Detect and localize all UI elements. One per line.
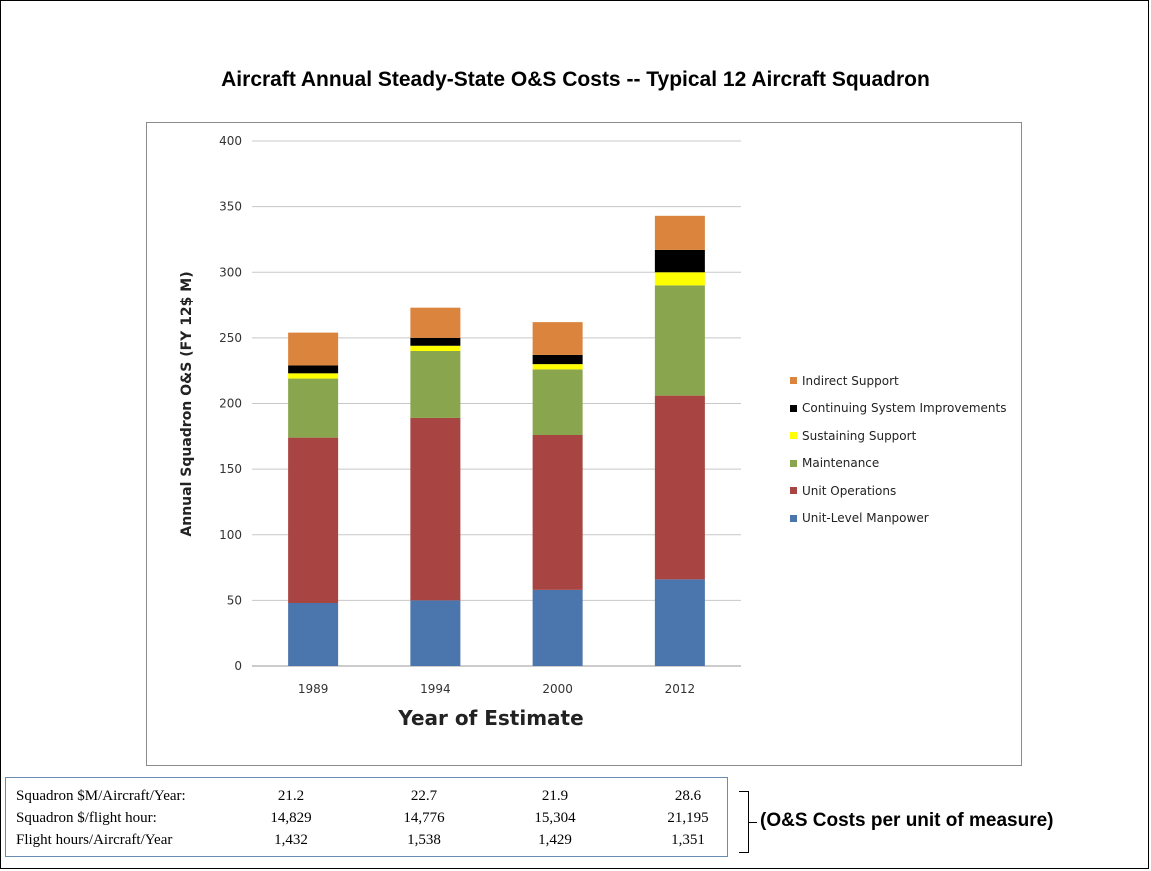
bar-segment [532,589,583,666]
legend-item: Maintenance [790,450,1007,478]
metrics-row-label: Squadron $/flight hour: [16,810,157,826]
legend-label: Maintenance [802,456,880,471]
legend-item: Sustaining Support [790,422,1007,450]
legend-swatch [790,377,797,385]
bar-segment [288,603,339,666]
metrics-cell: 1,429 [538,832,572,848]
y-tick-label: 300 [219,265,242,279]
y-tick-label: 0 [234,659,242,673]
bar-segment [654,215,705,250]
bar-segment [288,373,339,379]
bar-segment [410,417,461,601]
bar-segment [532,354,583,365]
bar-segment [288,378,339,438]
legend-swatch [790,487,797,495]
y-tick-label: 400 [219,134,242,148]
bar-segment [532,435,583,590]
y-tick-label: 150 [219,462,242,476]
slide-title: Aircraft Annual Steady-State O&S Costs -… [221,68,930,91]
bar-segment [288,437,339,603]
legend-label: Continuing System Improvements [802,401,1007,416]
x-axis-title: Year of Estimate [397,706,583,730]
chart-area [146,122,1022,766]
legend-item: Continuing System Improvements [790,395,1007,423]
bar-segment [288,332,339,366]
bracket-tick [749,822,757,823]
x-tick-label: 2000 [542,682,573,696]
metrics-cell: 21.9 [541,788,569,804]
bar-segment [654,272,705,286]
metrics-cell: 22.7 [410,788,438,804]
legend-label: Indirect Support [802,373,899,388]
metrics-cell: 21,195 [667,810,709,826]
metrics-cell: 14,776 [403,810,445,826]
y-tick-label: 250 [219,331,242,345]
metrics-row-label: Squadron $M/Aircraft/Year: [16,788,186,804]
y-tick-label: 350 [219,200,242,214]
bar-segment [410,600,461,666]
metrics-table: Squadron $M/Aircraft/Year: 21.2 22.7 21.9 28… [5,777,728,857]
legend-swatch [790,404,797,412]
x-tick-label: 2012 [665,682,696,696]
bar-segment [654,249,705,273]
legend-item: Indirect Support [790,367,1007,395]
legend-swatch [790,514,797,522]
y-tick-label: 50 [227,593,242,607]
bar-segment [654,285,705,396]
bar-segment [532,369,583,435]
metrics-row: Squadron $/flight hour: 14,829 14,776 15,30… [6,810,727,832]
legend-label: Sustaining Support [802,428,917,443]
bar-segment [654,395,705,580]
bar-segment [288,365,339,374]
bar-segment [410,307,461,338]
metrics-cell: 1,432 [274,832,308,848]
metrics-row-label: Flight hours/Aircraft/Year [16,832,173,848]
bar-segment [654,579,705,666]
y-tick-label: 200 [219,397,242,411]
metrics-cell: 28.6 [674,788,702,804]
x-tick-label: 1994 [420,682,451,696]
chart-legend: Indirect Support Continuing System Improv… [790,367,1007,532]
y-axis-title: Annual Squadron O&S (FY 12$ M) [179,271,195,536]
bar-segment [410,351,461,418]
x-tick-label: 1989 [298,682,329,696]
metrics-cell: 1,351 [671,832,705,848]
metrics-note: (O&S Costs per unit of measure) [760,810,1054,831]
legend-swatch [790,432,797,440]
bar-segment [532,364,583,370]
metrics-row: Squadron $M/Aircraft/Year: 21.2 22.7 21.9 28… [6,788,727,810]
metrics-row: Flight hours/Aircraft/Year 1,432 1,538 1,42… [6,832,727,854]
metrics-cell: 15,304 [534,810,576,826]
metrics-cell: 14,829 [270,810,312,826]
metrics-cell: 21.2 [277,788,305,804]
bar-segment [410,337,461,346]
y-tick-label: 100 [219,528,242,542]
bracket-line [739,791,749,853]
bar-segment [532,322,583,355]
legend-item: Unit-Level Manpower [790,505,1007,533]
legend-swatch [790,459,797,467]
legend-item: Unit Operations [790,477,1007,505]
legend-label: Unit Operations [802,483,897,498]
metrics-cell: 1,538 [407,832,441,848]
bar-segment [410,345,461,351]
legend-label: Unit-Level Manpower [802,511,929,526]
